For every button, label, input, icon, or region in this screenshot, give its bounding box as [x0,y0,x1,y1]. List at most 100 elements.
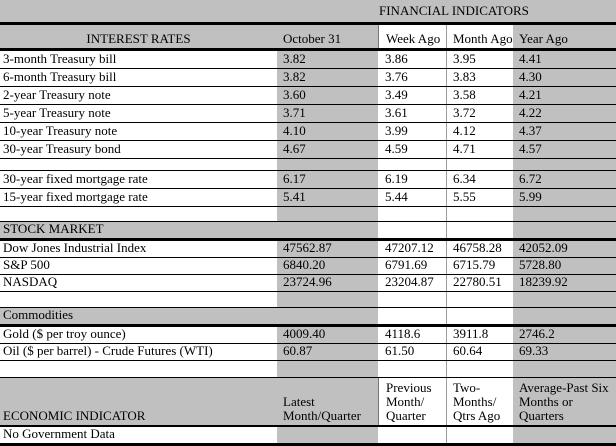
cell-value: 3.58 [446,87,513,104]
spacer-row [0,292,616,308]
cell-value: 4.67 [277,141,378,158]
table-row: 30-year Treasury bond 4.67 4.59 4.71 4.5… [0,141,616,159]
row-label: Oil ($ per barrel) - Crude Futures (WTI) [0,344,277,360]
cell-value: 3911.8 [446,327,513,343]
row-label: 10-year Treasury note [0,123,277,140]
row-label: Dow Jones Industrial Index [0,241,277,257]
cell-value: 3.72 [446,105,513,122]
cell-value: 42052.09 [513,241,616,257]
cell-value: 60.87 [277,344,378,360]
cell-value: 3.49 [378,87,446,104]
cell-value: 69.33 [513,344,616,360]
cell-value: 23724.96 [277,275,378,291]
cell-value: 4.71 [446,141,513,158]
cell-value: 3.95 [446,51,513,68]
row-label: S&P 500 [0,258,277,274]
cell-value: 4.22 [513,105,616,122]
cell-value: 18239.92 [513,275,616,291]
cell-value: 60.64 [446,344,513,360]
cell-value: 4009.40 [277,327,378,343]
cell-value: 5.44 [378,189,446,206]
column-header-week-ago: Week Ago [378,25,446,48]
cell-value: 3.61 [378,105,446,122]
cell-value: 3.86 [378,51,446,68]
cell-value: 46758.28 [446,241,513,257]
cell-value: 23204.87 [378,275,446,291]
cell-value: 4.37 [513,123,616,140]
column-header-previous-month-quarter: Previous Month/ Quarter [378,378,446,425]
cell-value: 4.57 [513,141,616,158]
section-header-row: STOCK MARKET [0,222,616,241]
cell-value: 6715.79 [446,258,513,274]
cell-value: 6.17 [277,171,378,188]
section-header-interest-rates: INTEREST RATES [0,25,277,48]
title-spacer [0,0,378,22]
cell-value: 3.82 [277,69,378,86]
table-row: 2-year Treasury note 3.60 3.49 3.58 4.21 [0,87,616,105]
row-label: 6-month Treasury bill [0,69,277,86]
row-label: 3-month Treasury bill [0,51,277,68]
cell-value: 3.99 [378,123,446,140]
cell-value: 6840.20 [277,258,378,274]
cell-value: 4.30 [513,69,616,86]
table-row: 5-year Treasury note 3.71 3.61 3.72 4.22 [0,105,616,123]
table-row: 6-month Treasury bill 3.82 3.76 3.83 4.3… [0,69,616,87]
cell-value: 4118.6 [378,327,446,343]
row-label: Gold ($ per troy ounce) [0,327,277,343]
table-row: NASDAQ 23724.96 23204.87 22780.51 18239.… [0,275,616,292]
cell-value: 47207.12 [378,241,446,257]
section-header-stock-market: STOCK MARKET [0,222,378,238]
cell-value: 3.76 [378,69,446,86]
cell-value: 6.19 [378,171,446,188]
column-header-two-months-qtrs-ago: Two- Months/ Qtrs Ago [446,378,513,425]
row-label: NASDAQ [0,275,277,291]
cell-value: 6791.69 [378,258,446,274]
section-header-row: Commodities [0,308,616,327]
cell-value: 6.34 [446,171,513,188]
row-label: 5-year Treasury note [0,105,277,122]
table-row: 30-year fixed mortgage rate 6.17 6.19 6.… [0,171,616,189]
table-row: 3-month Treasury bill 3.82 3.86 3.95 4.4… [0,51,616,69]
no-government-data-label: No Government Data [0,427,277,443]
cell-value: 5.99 [513,189,616,206]
cell-value: 5728.80 [513,258,616,274]
table-row: Gold ($ per troy ounce) 4009.40 4118.6 3… [0,327,616,344]
table-row: 10-year Treasury note 4.10 3.99 4.12 4.3… [0,123,616,141]
column-header-average-past-six: Average-Past Six Months or Quarters [513,378,616,425]
column-header-year-ago: Year Ago [513,25,616,48]
row-label: 2-year Treasury note [0,87,277,104]
economic-header-row: ECONOMIC INDICATOR Latest Month/Quarter … [0,378,616,427]
cell-value: 3.82 [277,51,378,68]
cell-value: 2746.2 [513,327,616,343]
cell-value: 61.50 [378,344,446,360]
column-header-latest-month-quarter: Latest Month/Quarter [277,378,378,425]
table-row: 15-year fixed mortgage rate 5.41 5.44 5.… [0,189,616,207]
spacer-row [0,207,616,222]
spacer-row [0,159,616,171]
cell-value: 22780.51 [446,275,513,291]
cell-value: 5.41 [277,189,378,206]
cell-value: 4.41 [513,51,616,68]
row-label: 30-year Treasury bond [0,141,277,158]
page-title: FINANCIAL INDICATORS [378,0,616,22]
column-header-october-31: October 31 [277,25,378,48]
rates-header-row: INTEREST RATES October 31 Week Ago Month… [0,25,616,51]
title-row: FINANCIAL INDICATORS [0,0,616,25]
table-row: Dow Jones Industrial Index 47562.87 4720… [0,241,616,258]
cell-value: 47562.87 [277,241,378,257]
cell-value: 3.83 [446,69,513,86]
cell-value: 4.21 [513,87,616,104]
section-header-economic-indicator: ECONOMIC INDICATOR [0,378,277,425]
table-row: No Government Data [0,427,616,446]
cell-value: 4.10 [277,123,378,140]
cell-value: 5.55 [446,189,513,206]
cell-value: 6.72 [513,171,616,188]
cell-value: 3.71 [277,105,378,122]
section-header-commodities: Commodities [0,308,378,324]
column-header-month-ago: Month Ago [446,25,513,48]
cell-value: 4.12 [446,123,513,140]
cell-value: 3.60 [277,87,378,104]
spacer-row [0,361,616,378]
table-row: Oil ($ per barrel) - Crude Futures (WTI)… [0,344,616,361]
